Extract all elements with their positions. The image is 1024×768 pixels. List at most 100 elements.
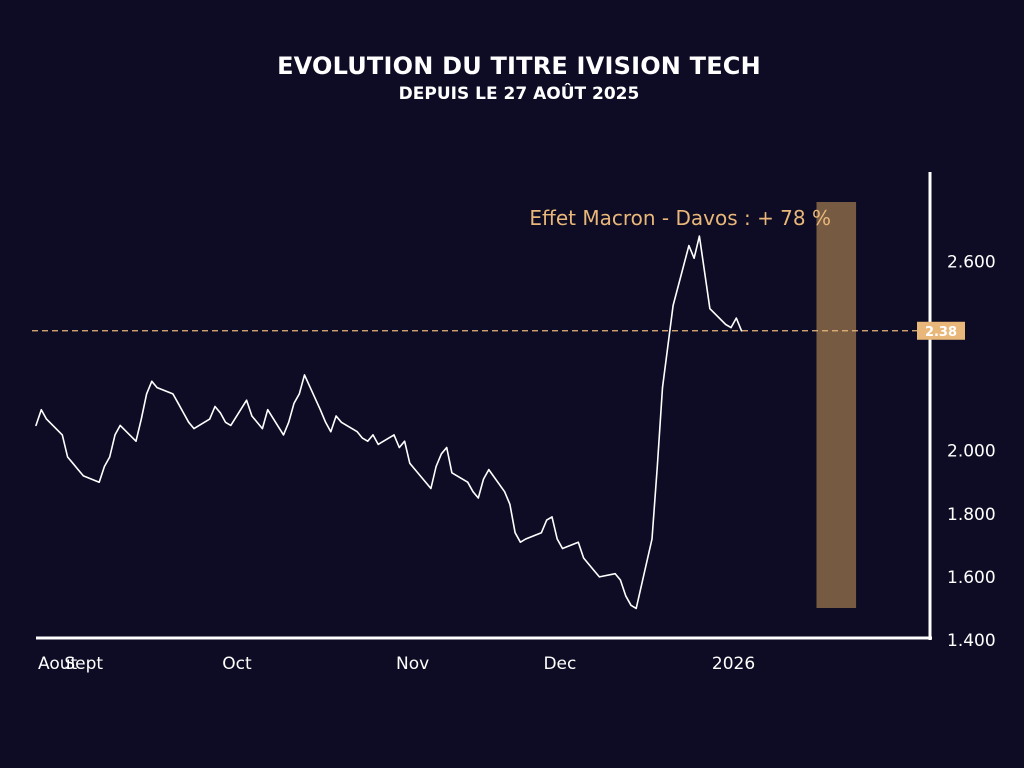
data-point xyxy=(82,475,84,477)
data-point xyxy=(430,487,432,490)
data-point xyxy=(361,437,364,439)
data-point xyxy=(725,323,727,326)
reference-value-box xyxy=(917,321,965,340)
data-point xyxy=(66,456,69,458)
data-point xyxy=(98,481,100,483)
data-point xyxy=(340,421,342,423)
data-point xyxy=(693,257,695,259)
y-tick-label: 1.600 xyxy=(947,568,996,588)
data-point xyxy=(561,547,564,550)
data-point xyxy=(172,393,174,395)
x-tick-label: Dec xyxy=(543,654,576,674)
data-point xyxy=(40,409,42,411)
data-point xyxy=(151,380,153,382)
data-point xyxy=(209,418,211,420)
data-point xyxy=(409,462,411,464)
data-point xyxy=(303,374,306,376)
series-line xyxy=(35,235,743,610)
data-point xyxy=(525,538,527,540)
data-point xyxy=(656,465,658,468)
data-point xyxy=(288,421,290,423)
data-point xyxy=(177,402,179,404)
data-point xyxy=(556,538,558,540)
chart-subtitle: DEPUIS LE 27 AOÛT 2025 xyxy=(398,84,640,104)
x-tick-label: Aout xyxy=(38,654,78,674)
data-point xyxy=(614,573,616,575)
data-point xyxy=(582,557,585,559)
data-point xyxy=(514,532,516,534)
data-point xyxy=(72,462,74,464)
highlight-label: Effet Macron - Davos : + 78 % xyxy=(529,206,831,230)
y-tick-label: 2.000 xyxy=(947,442,996,462)
data-point xyxy=(193,427,195,430)
data-point xyxy=(577,541,579,543)
data-point xyxy=(135,440,137,442)
data-point xyxy=(114,434,116,436)
data-point xyxy=(261,427,263,430)
data-point xyxy=(651,538,653,540)
data-point xyxy=(109,456,111,458)
data-point xyxy=(103,465,106,468)
data-point xyxy=(451,472,453,474)
data-point xyxy=(593,569,595,572)
data-point xyxy=(119,424,121,427)
data-point xyxy=(625,595,627,597)
y-tick-label: 1.800 xyxy=(947,505,996,525)
data-point xyxy=(551,516,553,518)
data-point xyxy=(182,412,185,414)
data-point xyxy=(619,579,622,581)
data-point xyxy=(298,393,300,395)
data-point xyxy=(709,308,711,310)
data-point xyxy=(377,443,379,445)
y-tick-label: 2.600 xyxy=(947,252,996,272)
data-point xyxy=(482,478,485,480)
data-point xyxy=(219,412,221,414)
data-point xyxy=(319,409,321,411)
data-point xyxy=(540,532,543,534)
data-point xyxy=(503,491,506,493)
x-tick-label: Oct xyxy=(222,654,252,674)
x-tick-label: Nov xyxy=(396,654,429,674)
data-point xyxy=(472,491,474,493)
data-point xyxy=(214,405,216,408)
x-tick-label: 2026 xyxy=(712,654,755,674)
chart-title: EVOLUTION DU TITRE IVISION TECH xyxy=(277,52,761,80)
data-point xyxy=(661,386,664,389)
data-point xyxy=(393,434,395,436)
data-point xyxy=(61,434,63,436)
data-point xyxy=(403,440,406,442)
data-point xyxy=(188,421,190,423)
data-point xyxy=(440,453,443,455)
data-point xyxy=(446,446,448,449)
data-point xyxy=(740,330,743,332)
data-point xyxy=(735,317,737,319)
data-point xyxy=(367,440,369,442)
data-point xyxy=(546,519,548,521)
data-point xyxy=(688,244,690,247)
data-point xyxy=(730,327,732,329)
data-point xyxy=(467,481,469,483)
reference-value-label: 2.38 xyxy=(925,325,957,340)
data-point xyxy=(635,607,637,610)
data-point xyxy=(145,393,148,395)
data-point xyxy=(477,497,479,499)
data-point xyxy=(324,421,327,423)
data-point xyxy=(698,235,700,237)
data-point xyxy=(282,434,285,436)
y-tick-label: 1.400 xyxy=(947,631,996,651)
data-point xyxy=(356,431,358,433)
data-point xyxy=(246,399,248,401)
data-point xyxy=(588,563,590,565)
data-point xyxy=(398,446,400,449)
data-point xyxy=(156,386,158,389)
data-point xyxy=(414,469,416,471)
data-point xyxy=(293,402,295,404)
data-point xyxy=(140,418,142,420)
data-point xyxy=(256,421,258,423)
data-point xyxy=(598,576,600,578)
data-point xyxy=(488,469,490,471)
data-point xyxy=(509,503,511,505)
data-point xyxy=(435,465,437,468)
data-point xyxy=(330,431,332,433)
